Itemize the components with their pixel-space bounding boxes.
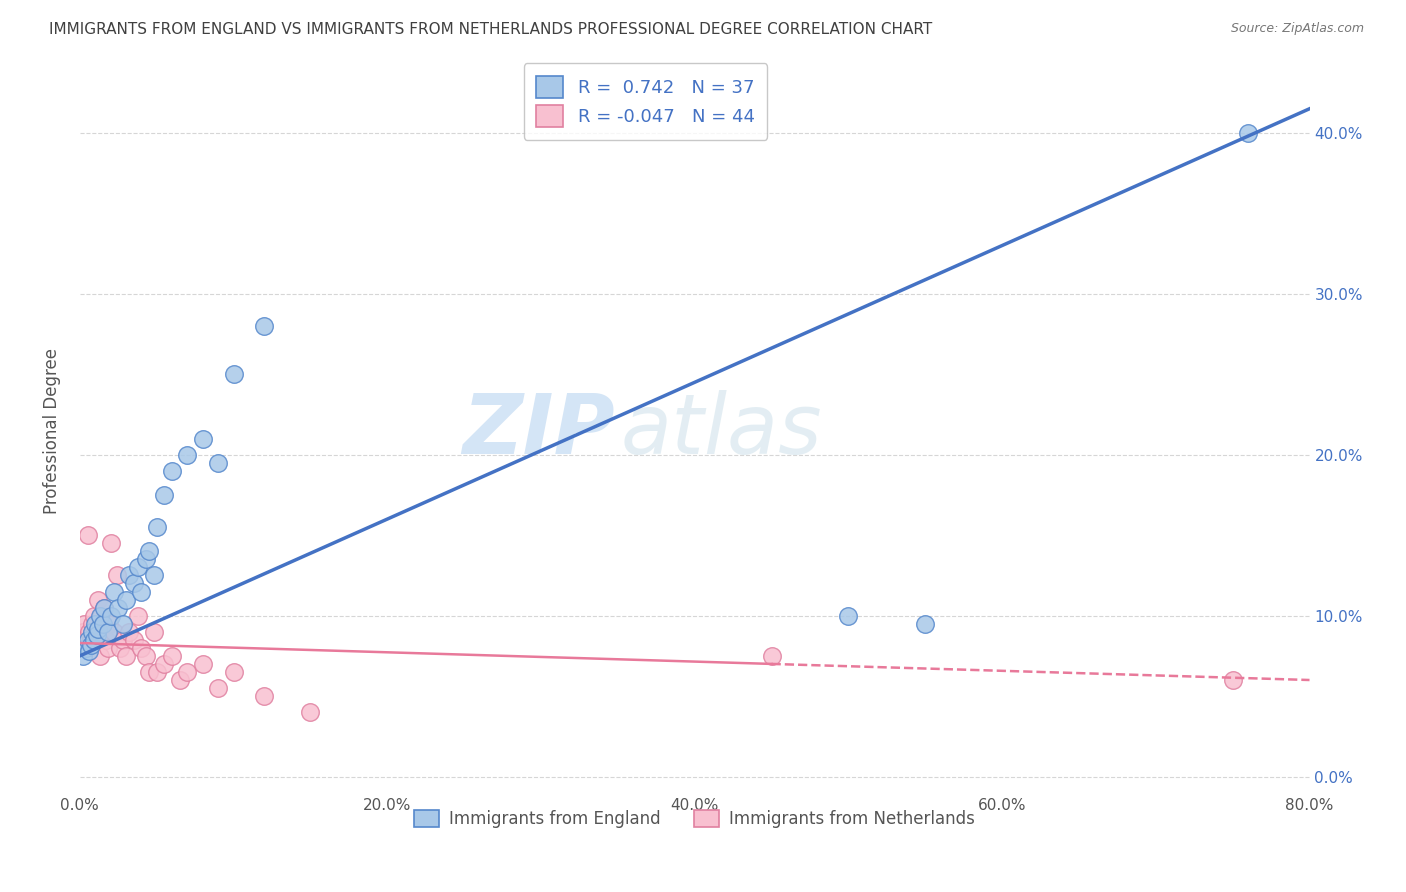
Point [142, 568, 165, 582]
Point [142, 624, 165, 639]
Point [131, 584, 153, 599]
Point [76, 632, 98, 647]
Point [108, 640, 131, 655]
Point [86, 628, 108, 642]
Point [115, 592, 138, 607]
Point [84, 616, 107, 631]
Point [91, 616, 114, 631]
Point [100, 608, 122, 623]
Point [253, 318, 276, 333]
Point [118, 568, 141, 582]
Point [73, 616, 96, 631]
Y-axis label: Professional Degree: Professional Degree [44, 348, 60, 514]
Point [191, 432, 214, 446]
Point [145, 520, 167, 534]
Point [100, 536, 122, 550]
Point [82, 624, 104, 639]
Point [761, 648, 783, 663]
Point [127, 608, 149, 623]
Point [93, 600, 115, 615]
Point [103, 624, 125, 639]
Point [207, 681, 229, 695]
Point [1237, 126, 1260, 140]
Point [94, 632, 117, 647]
Point [83, 608, 105, 623]
Point [135, 552, 157, 566]
Point [72, 648, 94, 663]
Point [72, 624, 94, 639]
Point [91, 616, 114, 631]
Text: Source: ZipAtlas.com: Source: ZipAtlas.com [1230, 22, 1364, 36]
Text: ZIP: ZIP [463, 390, 614, 471]
Point [299, 705, 322, 719]
Point [837, 608, 859, 623]
Point [153, 657, 176, 671]
Point [90, 608, 112, 623]
Point [222, 665, 245, 679]
Point [135, 648, 157, 663]
Point [153, 488, 176, 502]
Point [79, 632, 101, 647]
Point [253, 689, 276, 703]
Text: atlas: atlas [621, 390, 823, 471]
Point [160, 648, 183, 663]
Point [82, 616, 104, 631]
Point [93, 600, 115, 615]
Point [89, 648, 111, 663]
Point [176, 665, 198, 679]
Point [75, 640, 97, 655]
Point [169, 673, 191, 687]
Point [914, 616, 936, 631]
Point [86, 624, 108, 639]
Point [70, 632, 93, 647]
Point [118, 624, 141, 639]
Point [138, 544, 160, 558]
Legend: Immigrants from England, Immigrants from Netherlands: Immigrants from England, Immigrants from… [408, 804, 981, 835]
Point [105, 568, 128, 582]
Point [1222, 673, 1244, 687]
Point [79, 638, 101, 652]
Text: IMMIGRANTS FROM ENGLAND VS IMMIGRANTS FROM NETHERLANDS PROFESSIONAL DEGREE CORRE: IMMIGRANTS FROM ENGLAND VS IMMIGRANTS FR… [49, 22, 932, 37]
Point [207, 456, 229, 470]
Point [96, 624, 118, 639]
Point [98, 616, 121, 631]
Point [96, 640, 118, 655]
Point [111, 632, 134, 647]
Point [76, 528, 98, 542]
Point [87, 622, 110, 636]
Point [75, 640, 97, 655]
Point [222, 368, 245, 382]
Point [77, 644, 100, 658]
Point [127, 560, 149, 574]
Point [84, 632, 107, 647]
Point [122, 576, 145, 591]
Point [176, 448, 198, 462]
Point [87, 592, 110, 607]
Point [77, 624, 100, 639]
Point [122, 632, 145, 647]
Point [191, 657, 214, 671]
Point [103, 584, 125, 599]
Point [83, 632, 105, 647]
Point [107, 600, 129, 615]
Point [138, 665, 160, 679]
Point [89, 608, 111, 623]
Point [160, 464, 183, 478]
Point [111, 616, 134, 631]
Point [145, 665, 167, 679]
Point [115, 648, 138, 663]
Point [131, 640, 153, 655]
